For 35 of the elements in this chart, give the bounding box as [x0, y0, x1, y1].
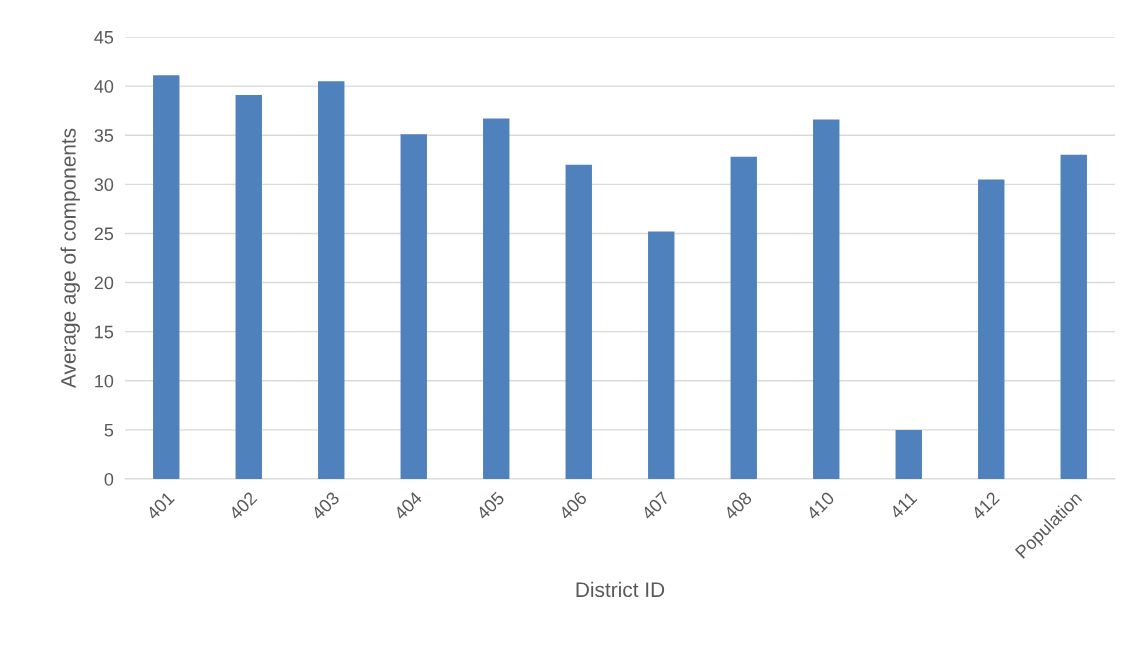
y-tick-label: 20: [94, 276, 114, 290]
x-tick-label: 411: [889, 491, 918, 520]
x-axis-title: District ID: [576, 581, 665, 598]
y-tick-label: 45: [94, 31, 114, 44]
y-tick-label: 25: [94, 227, 114, 241]
bar: [813, 119, 840, 479]
y-tick-label: 35: [94, 129, 114, 142]
bar: [730, 156, 757, 479]
y-tick-label: 0: [104, 472, 114, 486]
bar: [648, 231, 675, 479]
x-tick-label: 412: [970, 491, 1000, 521]
x-tick-label: 406: [558, 491, 588, 521]
y-tick-label: 10: [95, 374, 114, 388]
bar: [235, 94, 262, 479]
bar: [895, 429, 922, 479]
x-tick-label: 403: [310, 491, 341, 521]
bar: [1060, 154, 1087, 479]
bar: [400, 134, 427, 479]
x-tick-label: 401: [145, 491, 176, 521]
y-axis-title: Average age of components: [60, 128, 80, 389]
y-tick-label: 40: [94, 80, 114, 93]
bar: [153, 75, 180, 479]
bar: [978, 179, 1005, 479]
bar: [483, 118, 510, 479]
bar: [318, 81, 345, 479]
x-tick-label: 408: [723, 491, 753, 521]
y-tick-label: 15: [95, 325, 114, 339]
y-tick-label: 30: [94, 178, 114, 192]
x-tick-label: 410: [805, 490, 836, 521]
bar: [565, 164, 592, 479]
x-tick-label: 405: [475, 490, 506, 521]
x-tick-label: 402: [228, 491, 258, 521]
x-tick-label: 404: [393, 490, 423, 521]
y-tick-label: 5: [104, 424, 114, 437]
x-tick-label: 407: [640, 491, 670, 521]
